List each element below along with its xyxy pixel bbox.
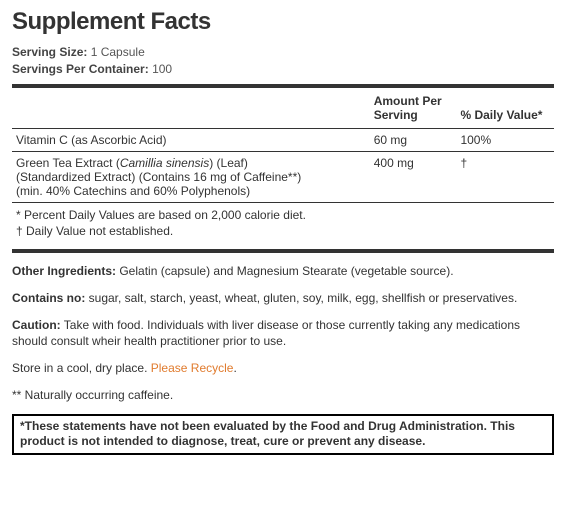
divider-thick [12,249,554,253]
servings-per-container-line: Servings Per Container: 100 [12,61,554,78]
footnote-line: * Percent Daily Values are based on 2,00… [16,207,550,223]
text-fragment: Green Tea Extract ( [16,156,120,170]
table-row: Green Tea Extract (Camillia sinensis) (L… [12,151,554,202]
caution-text: Take with food. Individuals with liver d… [12,318,520,349]
serving-size-line: Serving Size: 1 Capsule [12,44,554,61]
cell-dv: 100% [456,128,554,151]
storage-period: . [233,361,236,375]
header-name [12,88,370,129]
footnote-row: * Percent Daily Values are based on 2,00… [12,202,554,243]
serving-size-label: Serving Size: [12,45,87,59]
latin-name: Camillia sinensis [120,156,209,170]
serving-size-value: 1 Capsule [91,45,145,59]
caution-section: Caution: Take with food. Individuals wit… [12,317,554,351]
fda-disclaimer-box: *These statements have not been evaluate… [12,414,554,455]
text-fragment: ) (Leaf) [209,156,248,170]
header-amount: Amount Per Serving [370,88,457,129]
recycle-text: Please Recycle [151,361,234,375]
caffeine-note: ** Naturally occurring caffeine. [12,387,554,404]
cell-dv: † [456,151,554,202]
table-row: Vitamin C (as Ascorbic Acid) 60 mg 100% [12,128,554,151]
text-fragment: (min. 40% Catechins and 60% Polyphenols) [16,184,250,198]
storage-text: Store in a cool, dry place. [12,361,151,375]
storage-section: Store in a cool, dry place. Please Recyc… [12,360,554,377]
other-ingredients-text: Gelatin (capsule) and Magnesium Stearate… [116,264,454,278]
facts-table: Amount Per Serving % Daily Value* Vitami… [12,88,554,243]
other-ingredients-section: Other Ingredients: Gelatin (capsule) and… [12,263,554,280]
contains-no-section: Contains no: sugar, salt, starch, yeast,… [12,290,554,307]
cell-amount: 60 mg [370,128,457,151]
contains-no-text: sugar, salt, starch, yeast, wheat, glute… [85,291,517,305]
other-ingredients-label: Other Ingredients: [12,264,116,278]
footnote-line: † Daily Value not established. [16,223,550,239]
table-header-row: Amount Per Serving % Daily Value* [12,88,554,129]
cell-name: Vitamin C (as Ascorbic Acid) [12,128,370,151]
cell-amount: 400 mg [370,151,457,202]
caution-label: Caution: [12,318,61,332]
panel-title: Supplement Facts [12,8,554,36]
servings-per-container-value: 100 [152,62,172,76]
servings-per-container-label: Servings Per Container: [12,62,149,76]
header-dv: % Daily Value* [456,88,554,129]
text-fragment: (Standardized Extract) (Contains 16 mg o… [16,170,301,184]
contains-no-label: Contains no: [12,291,85,305]
cell-name: Green Tea Extract (Camillia sinensis) (L… [12,151,370,202]
